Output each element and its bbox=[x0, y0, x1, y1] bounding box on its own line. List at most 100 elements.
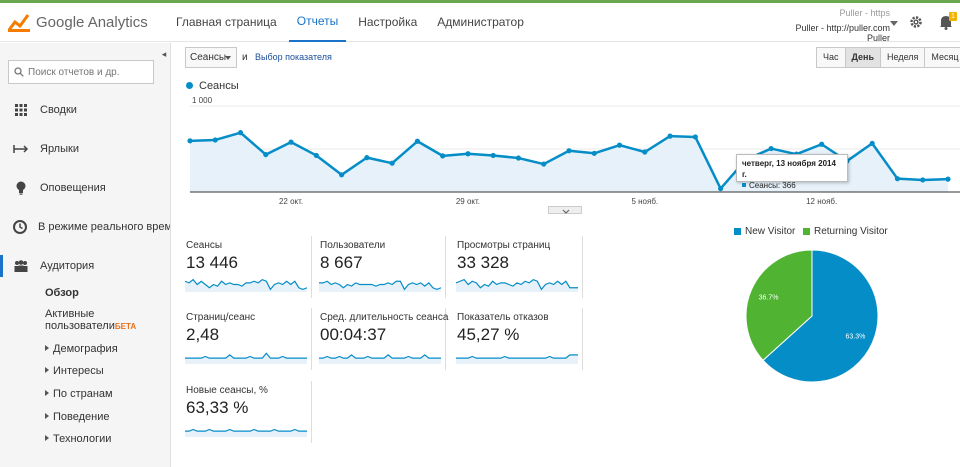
sidebar-item-label: Оповещения bbox=[40, 182, 106, 194]
sidebar-sub-label: Демография bbox=[53, 343, 118, 355]
gear-icon[interactable] bbox=[909, 15, 923, 29]
search-input[interactable] bbox=[28, 66, 148, 78]
sidebar-sub-interests[interactable]: Интересы bbox=[45, 365, 104, 377]
metric-new-sessions[interactable]: Новые сеансы, % 63,33 % bbox=[182, 381, 312, 443]
data-point bbox=[945, 176, 951, 182]
metric-pages-per-session[interactable]: Страниц/сеанс 2,48 bbox=[182, 308, 312, 370]
tooltip-series-swatch bbox=[742, 183, 746, 187]
data-point bbox=[894, 176, 901, 182]
metric-sparkline bbox=[455, 278, 578, 292]
metric-users[interactable]: Пользователи 8 667 bbox=[316, 236, 446, 298]
account-view: Puller bbox=[866, 33, 890, 43]
granularity-week[interactable]: Неделя bbox=[880, 47, 926, 68]
pie-slice-label: 36.7% bbox=[759, 295, 779, 302]
pie-legend-new-visitor[interactable]: New Visitor bbox=[734, 226, 795, 237]
metric-value: 33 328 bbox=[457, 253, 509, 272]
sidebar: Сводки Ярлыки Оповещения В режиме реальн… bbox=[0, 43, 171, 467]
data-point bbox=[212, 137, 218, 143]
sidebar-item-realtime[interactable]: В режиме реального времени bbox=[0, 216, 170, 238]
sidebar-sub-demography[interactable]: Демография bbox=[45, 343, 118, 355]
report-search[interactable] bbox=[8, 60, 154, 84]
search-icon bbox=[14, 67, 24, 77]
sidebar-item-alerts[interactable]: Оповещения bbox=[0, 177, 170, 199]
metric-value: 45,27 % bbox=[457, 325, 520, 344]
sidebar-sub-behavior[interactable]: Поведение bbox=[45, 411, 110, 423]
sidebar-item-audience[interactable]: Аудитория bbox=[0, 255, 170, 277]
chart-collapse-toggle[interactable] bbox=[548, 206, 582, 214]
metric-select-value: Сеансы bbox=[190, 52, 227, 63]
sidebar-item-dashboards[interactable]: Сводки bbox=[0, 99, 170, 121]
data-point bbox=[692, 134, 698, 140]
metric-select[interactable]: Сеансы bbox=[185, 47, 237, 68]
pie-legend-label: Returning Visitor bbox=[814, 226, 888, 237]
series-legend-dot bbox=[186, 82, 193, 89]
nav-admin[interactable]: Администратор bbox=[437, 15, 524, 29]
sidebar-sub-geo[interactable]: По странам bbox=[45, 388, 113, 400]
data-point bbox=[364, 155, 370, 161]
tooltip-date: четверг, 13 ноября 2014 г. bbox=[742, 159, 836, 179]
account-top-label: Puller - https bbox=[839, 8, 890, 18]
sparkline-line bbox=[455, 278, 578, 291]
data-point bbox=[591, 150, 597, 156]
pie-legend-swatch bbox=[803, 228, 810, 235]
metric-sparkline bbox=[184, 278, 308, 292]
app-logo[interactable]: Google Analytics bbox=[8, 12, 148, 32]
granularity-day[interactable]: День bbox=[844, 47, 882, 68]
sidebar-sub-active-users[interactable]: Активные пользователиБЕТА bbox=[45, 308, 136, 333]
data-point bbox=[819, 141, 825, 147]
sidebar-item-shortcuts[interactable]: Ярлыки bbox=[0, 138, 170, 160]
top-accent-stripe bbox=[0, 0, 960, 3]
metric-avg-session-duration[interactable]: Сред. длительность сеанса 00:04:37 bbox=[316, 308, 448, 370]
metric-value: 13 446 bbox=[186, 253, 238, 272]
pie-legend-label: New Visitor bbox=[745, 226, 796, 237]
data-point bbox=[313, 152, 319, 159]
pie-slice-returning-visitor bbox=[745, 249, 813, 361]
data-point bbox=[288, 139, 294, 145]
metric-value: 63,33 % bbox=[186, 398, 249, 417]
alert-bulb-icon bbox=[13, 180, 29, 196]
sidebar-sub-overview[interactable]: Обзор bbox=[45, 287, 79, 299]
account-site: Puller - http://puller.com bbox=[795, 23, 890, 33]
nav-reports[interactable]: Отчеты bbox=[288, 3, 347, 42]
data-point bbox=[541, 161, 547, 167]
beta-badge: БЕТА bbox=[114, 322, 137, 331]
shortcut-arrow-icon bbox=[13, 141, 29, 157]
account-dropdown-caret-icon[interactable] bbox=[890, 21, 898, 26]
pie-slice-label: 63.3% bbox=[846, 333, 866, 340]
data-point bbox=[440, 153, 446, 159]
x-tick-label: 22 окт. bbox=[279, 197, 303, 206]
audience-people-icon bbox=[13, 258, 29, 274]
expand-triangle-icon bbox=[45, 390, 49, 396]
pie-legend-swatch bbox=[734, 228, 741, 235]
granularity-month[interactable]: Месяц bbox=[924, 47, 960, 68]
sidebar-collapse-button[interactable]: ◂ bbox=[161, 49, 167, 59]
expand-triangle-icon bbox=[45, 367, 49, 373]
metric-sessions[interactable]: Сеансы 13 446 bbox=[182, 236, 312, 298]
and-label: и bbox=[242, 52, 248, 63]
select-metric-link[interactable]: Выбор показателя bbox=[255, 52, 332, 62]
chart-tooltip: четверг, 13 ноября 2014 г. Сеансы: 366 bbox=[736, 154, 848, 190]
tooltip-value: Сеансы: 366 bbox=[749, 181, 796, 190]
metric-label: Показатель отказов bbox=[457, 312, 549, 323]
data-point bbox=[187, 138, 193, 144]
nav-home[interactable]: Главная страница bbox=[176, 15, 277, 29]
pie-legend-returning-visitor[interactable]: Returning Visitor bbox=[803, 226, 888, 237]
sparkline-area bbox=[319, 281, 441, 292]
expand-triangle-icon bbox=[45, 413, 49, 419]
metric-label: Просмотры страниц bbox=[457, 240, 551, 251]
data-point bbox=[667, 133, 673, 139]
x-tick-label: 12 нояб. bbox=[806, 197, 837, 206]
sidebar-sub-technology[interactable]: Технологии bbox=[45, 433, 111, 445]
expand-triangle-icon bbox=[45, 435, 49, 441]
metric-pageviews[interactable]: Просмотры страниц 33 328 bbox=[453, 236, 583, 298]
metric-bounce-rate[interactable]: Показатель отказов 45,27 % bbox=[453, 308, 583, 370]
sidebar-sub-label: Интересы bbox=[53, 365, 104, 377]
expand-triangle-icon bbox=[45, 345, 49, 351]
data-point bbox=[616, 142, 623, 148]
sidebar-item-label: Аудитория bbox=[40, 260, 95, 272]
nav-customization[interactable]: Настройка bbox=[358, 15, 418, 29]
metric-label: Новые сеансы, % bbox=[186, 385, 268, 396]
account-selector[interactable]: Puller - https Puller - http://puller.co… bbox=[795, 8, 890, 43]
granularity-hour[interactable]: Час bbox=[816, 47, 846, 68]
data-point bbox=[465, 151, 471, 157]
